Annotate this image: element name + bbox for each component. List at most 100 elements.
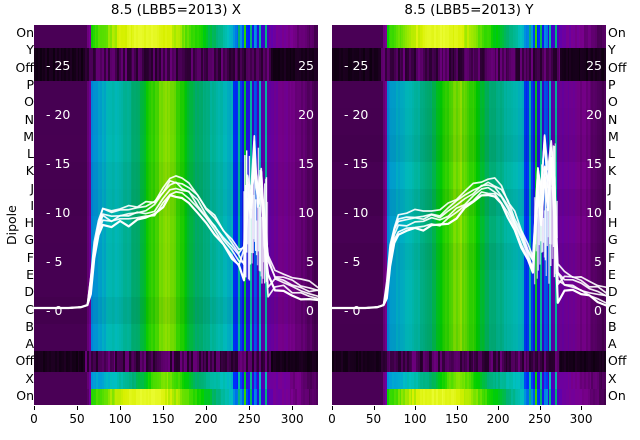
heatmap-col <box>359 372 362 389</box>
heatmap-col <box>511 388 514 405</box>
heatmap-col <box>542 48 545 82</box>
heatmap-col <box>187 25 190 49</box>
heatmap-col <box>151 350 154 373</box>
heatmap-col <box>251 388 255 405</box>
heatmap-col <box>247 48 251 82</box>
heatmap-col <box>342 388 346 405</box>
heatmap-col <box>227 388 230 405</box>
heatmap-col <box>447 25 450 49</box>
heatmap-col <box>481 372 485 389</box>
heatmap-col <box>335 25 339 49</box>
heatmap-col <box>219 81 223 351</box>
heatmap-col <box>210 372 213 389</box>
heatmap-col <box>172 372 175 389</box>
heatmap-col <box>357 48 360 82</box>
heatmap-col <box>96 372 99 389</box>
heatmap-col <box>98 350 101 373</box>
heatmap-col <box>543 350 547 373</box>
heatmap-col <box>335 350 339 373</box>
heatmap-col <box>198 350 202 373</box>
heatmap-band-body-20.1 <box>34 372 318 389</box>
heatmap-col <box>430 48 434 82</box>
y-label-left-on-21: On <box>16 387 34 403</box>
heatmap-col <box>401 388 404 405</box>
heatmap-col <box>416 372 419 389</box>
heatmap-col <box>448 350 452 373</box>
heatmap-col <box>405 81 408 351</box>
heatmap-col <box>381 350 384 373</box>
heatmap-col <box>483 81 487 351</box>
heatmap-col <box>377 350 381 373</box>
heatmap-col <box>49 388 52 405</box>
x-tick-mark-0 <box>34 406 35 410</box>
heatmap-col <box>573 372 576 389</box>
heatmap-col <box>529 372 532 389</box>
heatmap-col <box>158 350 162 373</box>
heatmap-col <box>166 372 170 389</box>
heatmap-col <box>527 388 530 405</box>
heatmap-col <box>596 372 600 389</box>
heatmap-col <box>567 372 571 389</box>
heatmap-col <box>390 25 393 49</box>
heatmap-col <box>364 372 368 389</box>
heatmap-col <box>107 350 111 373</box>
heatmap-col <box>386 372 390 389</box>
heatmap-col <box>558 388 561 405</box>
heatmap-col <box>511 48 514 82</box>
heatmap-col <box>370 48 373 82</box>
heatmap-col <box>185 388 188 405</box>
heatmap-col <box>109 48 113 82</box>
heatmap-col <box>193 372 196 389</box>
heatmap-col <box>73 388 77 405</box>
heatmap-col <box>479 25 483 49</box>
heatmap-col <box>73 25 77 49</box>
heatmap-col <box>443 25 446 49</box>
heatmap-col <box>452 48 455 82</box>
heatmap-col <box>459 48 463 82</box>
heatmap-col <box>465 372 468 389</box>
heatmap-col <box>375 388 379 405</box>
heatmap-col <box>516 25 519 49</box>
heatmap-col <box>554 48 558 82</box>
heatmap-col <box>589 25 592 49</box>
y-label-right-off-19: Off <box>608 353 627 369</box>
heatmap-col <box>425 372 428 389</box>
heatmap-col <box>549 372 552 389</box>
heatmap-col <box>136 25 139 49</box>
heatmap-col <box>441 25 445 49</box>
heatmap-col <box>183 388 187 405</box>
heatmap-col <box>274 48 277 82</box>
heatmap-col <box>283 350 287 373</box>
heatmap-col <box>518 388 521 405</box>
heatmap-col <box>357 372 360 389</box>
heatmap-col <box>346 388 350 405</box>
heatmap-col <box>388 350 392 373</box>
heatmap-col <box>122 25 126 49</box>
heatmap-col <box>240 372 243 389</box>
heatmap-col <box>236 48 240 82</box>
heatmap-col <box>417 350 421 373</box>
heatmap-col <box>266 81 270 351</box>
heatmap-col <box>372 388 375 405</box>
heatmap-col <box>155 48 158 82</box>
heatmap-col <box>227 48 230 82</box>
heatmap-col <box>406 350 410 373</box>
heatmap-col <box>278 25 281 49</box>
heatmap-col <box>556 48 560 82</box>
heatmap-col <box>153 48 156 82</box>
heatmap-col <box>194 81 198 351</box>
heatmap-col <box>56 372 60 389</box>
heatmap-col <box>35 81 39 351</box>
heatmap-col <box>554 350 558 373</box>
heatmap-col <box>585 25 589 49</box>
heatmap-col <box>542 350 545 373</box>
heatmap-col <box>282 25 285 49</box>
heatmap-col <box>516 48 519 82</box>
heatmap-col <box>266 372 270 389</box>
heatmap-col <box>198 372 202 389</box>
heatmap-col <box>168 81 171 351</box>
heatmap-col <box>268 372 272 389</box>
x-tick-label-200: 200 <box>486 412 510 426</box>
